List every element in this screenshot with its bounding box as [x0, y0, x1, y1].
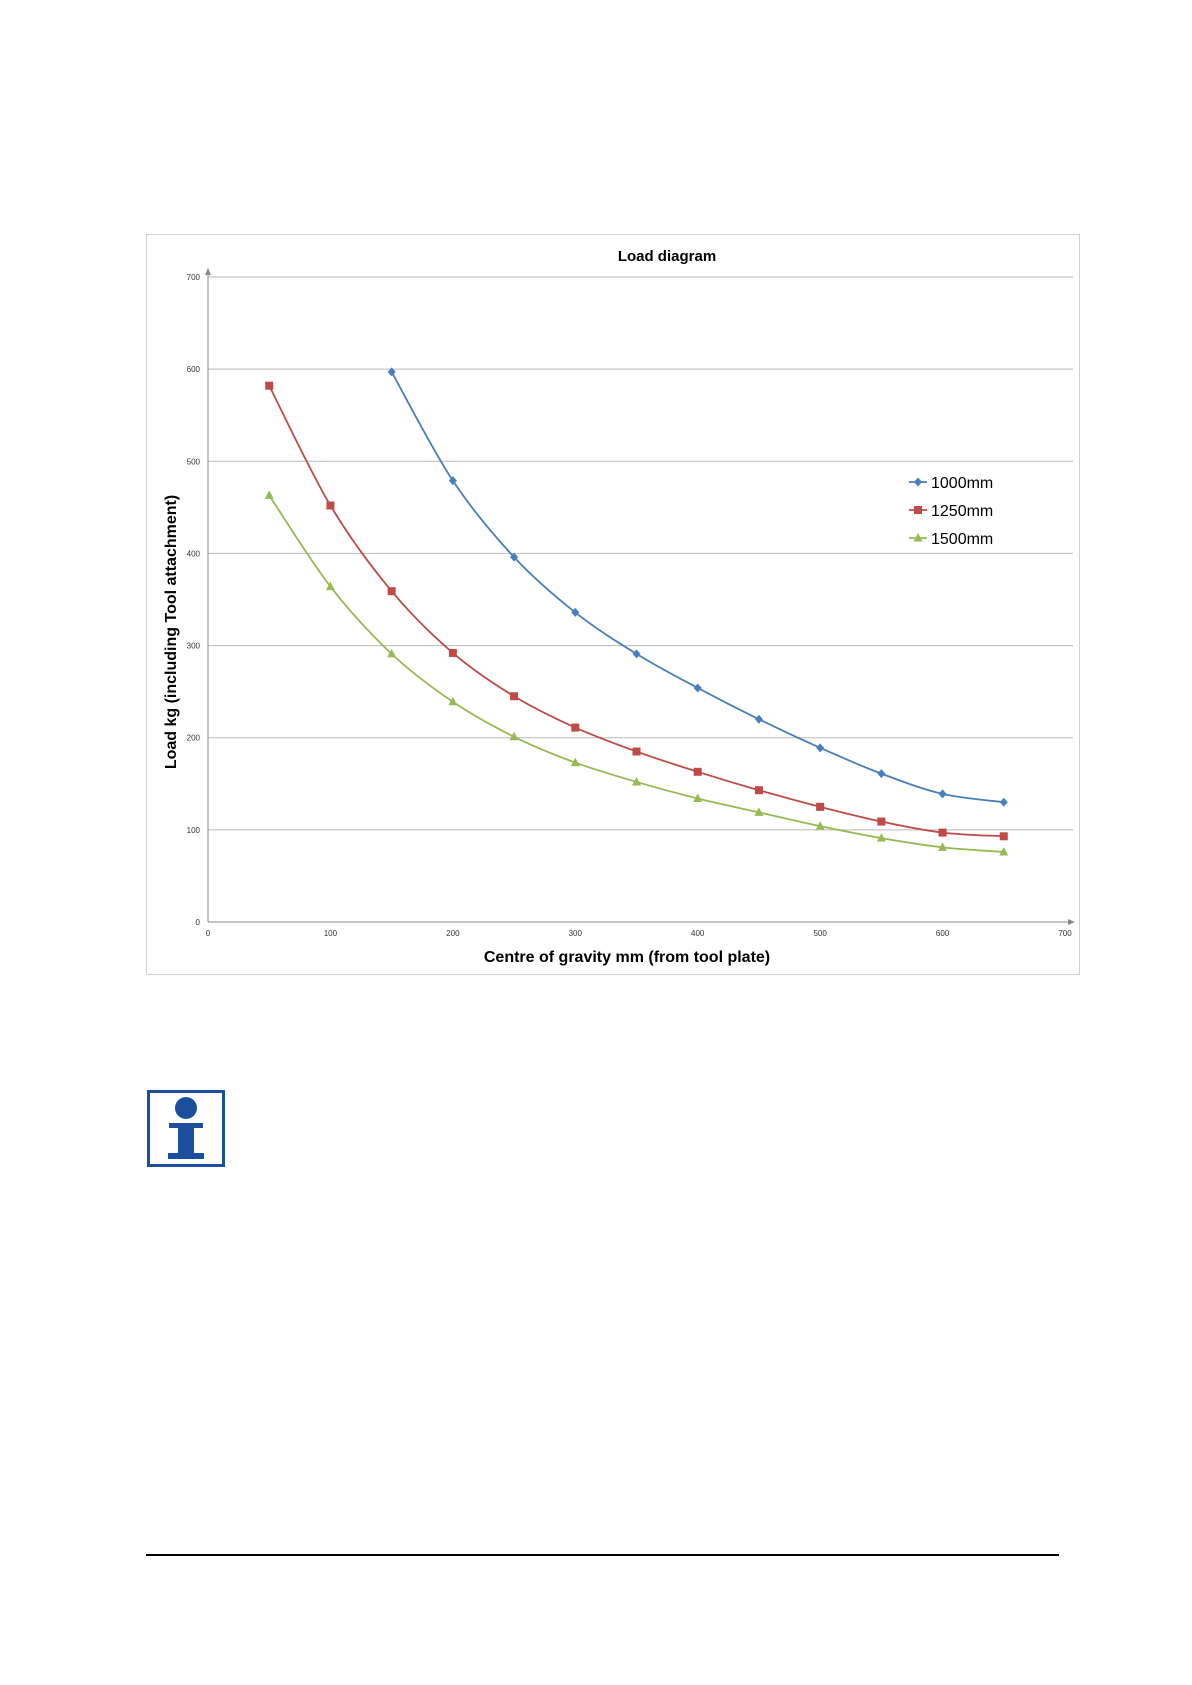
- data-point-1250mm-400: [693, 767, 702, 776]
- series-layer: [264, 367, 1009, 856]
- data-point-1250mm-550: [877, 817, 886, 826]
- data-point-1250mm-100: [326, 501, 335, 510]
- data-point-1000mm-450: [754, 714, 763, 724]
- data-point-1250mm-500: [816, 802, 825, 811]
- x-tick-label-0: 0: [206, 929, 211, 938]
- axis-layer: 0 100 200 300 400 500 600 700 0 100 200 300 400 500 60…: [187, 268, 1075, 938]
- data-point-1000mm-300: [571, 607, 580, 617]
- x-tick-label-600: 600: [936, 929, 950, 938]
- data-point-1250mm-250: [510, 692, 519, 701]
- chart-title: Load diagram: [618, 248, 716, 265]
- legend-marker-1500mm: [913, 533, 923, 542]
- y-tick-label-300: 300: [187, 642, 201, 651]
- data-point-1000mm-150: [387, 367, 396, 377]
- x-axis-label: Centre of gravity mm (from tool plate): [484, 949, 770, 966]
- grid-layer: [208, 276, 1073, 831]
- y-tick-label-200: 200: [187, 734, 201, 743]
- y-axis-arrow: [205, 268, 211, 275]
- data-point-1000mm-400: [693, 683, 702, 693]
- data-point-1250mm-200: [448, 648, 457, 657]
- data-point-1000mm-350: [632, 649, 641, 659]
- x-tick-label-200: 200: [446, 929, 460, 938]
- y-tick-label-0: 0: [196, 918, 201, 927]
- data-point-1250mm-450: [754, 786, 763, 795]
- data-point-1500mm-400: [693, 793, 703, 803]
- legend-label-1000mm: 1000mm: [931, 475, 993, 492]
- series-1000mm: [387, 367, 1008, 807]
- data-point-1500mm-350: [632, 776, 641, 786]
- data-point-1500mm-250: [509, 731, 519, 741]
- x-tick-label-700: 700: [1058, 929, 1072, 938]
- data-point-1250mm-150: [387, 587, 396, 596]
- y-tick-label-500: 500: [187, 457, 201, 466]
- y-tick-label-600: 600: [187, 365, 201, 374]
- series-line-1250mm: [268, 385, 1004, 838]
- data-point-1500mm-100: [325, 581, 335, 591]
- info-icon: [147, 1090, 225, 1167]
- footer-rule: [146, 1554, 1059, 1556]
- x-tick-label-500: 500: [813, 929, 827, 938]
- y-tick-label-700: 700: [187, 273, 201, 282]
- series-line-1000mm: [390, 371, 1004, 804]
- data-point-1000mm-650: [999, 797, 1008, 807]
- data-point-1000mm-600: [938, 789, 947, 799]
- x-tick-label-400: 400: [691, 929, 705, 938]
- data-point-1500mm-650: [999, 846, 1009, 856]
- y-tick-label-100: 100: [187, 826, 201, 835]
- legend-marker-1250mm: [914, 506, 922, 514]
- data-point-1250mm-650: [999, 832, 1008, 841]
- data-point-1250mm-300: [571, 723, 580, 732]
- series-line-1500mm: [268, 494, 1004, 853]
- legend-marker-1000mm: [914, 477, 922, 487]
- chart-container: 0 100 200 300 400 500 600 700 0 100 200 300 400 500 60…: [146, 234, 1080, 975]
- legend-item-1000mm: 1000mm: [909, 475, 993, 492]
- data-point-1000mm-550: [877, 769, 886, 779]
- series-1250mm: [265, 381, 1008, 841]
- legend-item-1250mm: 1250mm: [909, 503, 993, 520]
- data-point-1500mm-200: [448, 696, 458, 706]
- legend-label-1250mm: 1250mm: [931, 503, 993, 520]
- y-tick-label-400: 400: [187, 549, 201, 558]
- x-tick-label-100: 100: [324, 929, 338, 938]
- data-point-1000mm-500: [816, 743, 825, 753]
- data-point-1250mm-50: [265, 381, 274, 390]
- series-1500mm: [264, 490, 1009, 856]
- data-point-1500mm-550: [876, 833, 886, 842]
- legend-label-1500mm: 1500mm: [931, 531, 993, 548]
- data-point-1500mm-150: [387, 648, 397, 658]
- data-point-1250mm-350: [632, 747, 641, 756]
- data-point-1500mm-600: [938, 842, 948, 851]
- y-axis-label: Load kg (including Tool attachment): [163, 495, 180, 769]
- x-axis-arrow: [1068, 919, 1075, 925]
- legend-item-1500mm: 1500mm: [909, 531, 993, 548]
- load-diagram-chart: 0 100 200 300 400 500 600 700 0 100 200 300 400 500 60…: [163, 248, 1075, 966]
- data-point-1000mm-200: [448, 476, 457, 486]
- data-point-1500mm-450: [754, 807, 764, 816]
- x-tick-label-300: 300: [569, 929, 583, 938]
- data-point-1500mm-500: [815, 821, 825, 830]
- data-point-1250mm-600: [938, 828, 947, 837]
- legend: 1000mm 1250mm 1500mm: [909, 475, 993, 548]
- data-point-1500mm-50: [264, 490, 274, 499]
- data-point-1500mm-300: [570, 757, 580, 767]
